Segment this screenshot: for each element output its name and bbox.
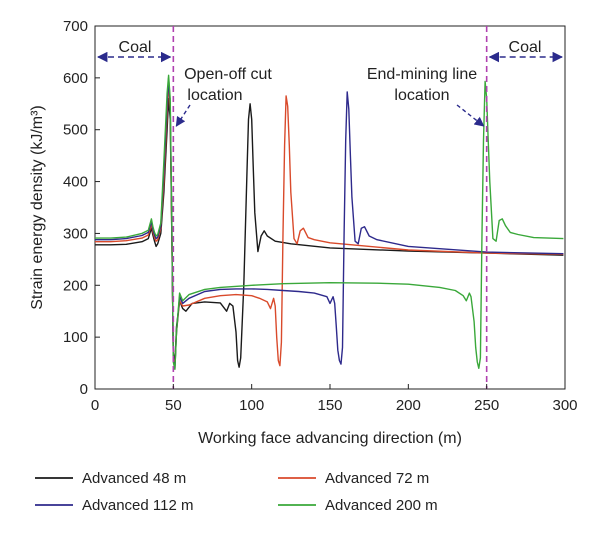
y-tick-label: 600 [63, 70, 88, 87]
series-line-4 [95, 74, 564, 370]
plot-border [94, 25, 566, 390]
series-layer [95, 74, 564, 370]
legend-label-2: Advanced 72 m [325, 470, 429, 487]
legend-label-1: Advanced 48 m [82, 470, 186, 487]
x-tick-label: 300 [552, 397, 577, 414]
x-tick-label: 100 [239, 397, 264, 414]
coal-label-right: Coal [509, 39, 542, 56]
x-tick-label: 0 [91, 397, 99, 414]
y-tick-label: 700 [63, 18, 88, 35]
axis-layer: 0 100 200 300 400 500 600 700 0 50 100 150 200 250 300… [29, 18, 578, 447]
x-tick-label: 150 [317, 397, 342, 414]
y-tick-label: 0 [80, 381, 88, 398]
x-axis-label: Working face advancing direction (m) [198, 430, 462, 447]
series-line-3 [95, 77, 564, 369]
coal-label-left: Coal [119, 39, 152, 56]
y-tick-label: 500 [63, 122, 88, 139]
end-mining-pointer [456, 104, 485, 127]
x-tick-label: 50 [165, 397, 182, 414]
open-off-cut-pointer [175, 104, 191, 127]
plot-frame [94, 25, 566, 390]
end-mining-label-2: location [394, 87, 449, 104]
y-tick-label: 200 [63, 277, 88, 294]
y-axis-label: Strain energy density (kJ/m³) [29, 105, 46, 310]
y-tick-label: 300 [63, 225, 88, 242]
legend: Advanced 48 m Advanced 72 m Advanced 112 m… [35, 470, 438, 514]
legend-label-3: Advanced 112 m [82, 497, 193, 514]
series-line-2 [95, 82, 564, 367]
open-off-cut-label-1: Open-off cut [184, 66, 272, 83]
annotation-layer: Coal Coal Open-off cut location End-mining l… [96, 36, 564, 127]
x-tick-label: 200 [396, 397, 421, 414]
open-off-cut-label-2: location [187, 87, 242, 104]
y-tick-label: 400 [63, 174, 88, 191]
end-mining-label-1: End-mining line [367, 66, 477, 83]
y-tick-label: 100 [63, 329, 88, 346]
markers-layer [172, 26, 488, 389]
legend-label-4: Advanced 200 m [325, 497, 438, 514]
series-line-1 [95, 97, 564, 368]
coal-label-bg [112, 36, 158, 56]
x-tick-label: 250 [474, 397, 499, 414]
coal-label-bg [502, 36, 548, 56]
